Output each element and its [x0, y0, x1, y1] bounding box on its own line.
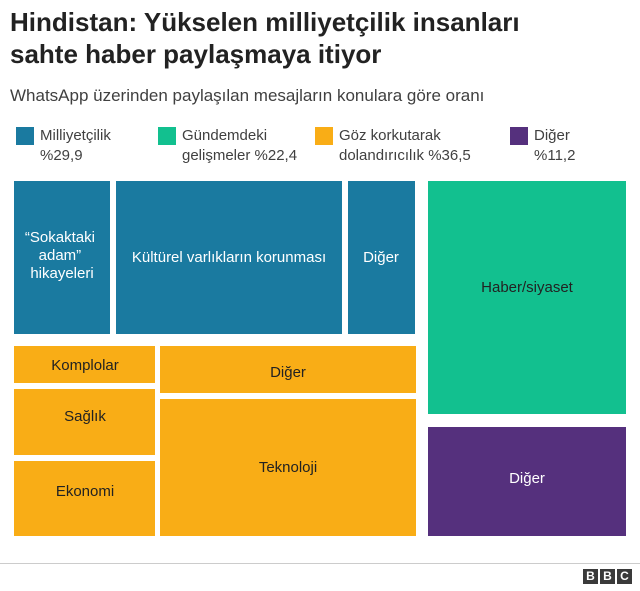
tile-label-news-politics: Haber/siyaset: [481, 279, 574, 296]
tile-label-conspiracies: Komplolar: [51, 357, 119, 374]
legend-swatch: [16, 127, 34, 145]
legend-swatch: [315, 127, 333, 145]
chart-subtitle: WhatsApp üzerinden paylaşılan mesajların…: [10, 86, 485, 105]
legend-value: %11,2: [534, 147, 576, 164]
legend-item-scare-scam: Göz korkutarak dolandırıcılık %36,5: [315, 126, 471, 166]
bbc-logo-block: C: [617, 569, 632, 584]
chart-title-line2: sahte haber paylaşmaya itiyor: [10, 39, 382, 69]
legend-value: %29,9: [40, 147, 83, 164]
legend-value: gelişmeler %22,4: [182, 147, 298, 164]
tile-news-politics: [428, 181, 626, 414]
legend-label: Milliyetçilik: [40, 127, 111, 144]
tile-street-stories: [14, 181, 110, 334]
tile-label-cultural-protection: Kültürel varlıkların korunması: [132, 249, 326, 266]
tile-scam-other: [160, 346, 416, 393]
tile-health: [14, 389, 155, 455]
tile-other: [428, 427, 626, 536]
tile-label-economy: Ekonomi: [56, 483, 114, 500]
chart-title-line1: Hindistan: Yükselen milliyetçilik insanl…: [10, 7, 520, 37]
tile-conspiracies: [14, 346, 155, 383]
tile-nationalism-other: [348, 181, 415, 334]
legend-swatch: [510, 127, 528, 145]
tile-label-nationalism-other: Diğer: [363, 249, 399, 266]
legend-swatch: [158, 127, 176, 145]
bbc-logo: B B C: [583, 569, 632, 584]
tile-economy: [14, 461, 155, 536]
legend-item-other: Diğer %11,2: [510, 126, 575, 166]
tile-label-street-stories: “Sokaktaki adam” hikayeleri: [25, 229, 99, 282]
tile-label-technology: Teknoloji: [259, 459, 317, 476]
legend-label: Diğer: [534, 127, 570, 144]
chart-title: Hindistan: Yükselen milliyetçilik insanl…: [10, 6, 630, 70]
tile-cultural-protection: [116, 181, 342, 334]
tile-technology: [160, 399, 416, 536]
tile-label-other: Diğer: [509, 470, 545, 487]
bbc-logo-block: B: [583, 569, 598, 584]
bbc-logo-block: B: [600, 569, 615, 584]
legend-label: Göz korkutarak: [339, 127, 441, 144]
footer-divider: [0, 563, 640, 564]
legend-value: dolandırıcılık %36,5: [339, 147, 471, 164]
tile-label-scam-other: Diğer: [270, 364, 306, 381]
legend-label: Gündemdeki: [182, 127, 268, 144]
tile-label-health: Sağlık: [64, 408, 106, 425]
legend-item-current-events: Gündemdeki gelişmeler %22,4: [158, 126, 297, 166]
legend-item-nationalism: Milliyetçilik %29,9: [16, 126, 111, 166]
